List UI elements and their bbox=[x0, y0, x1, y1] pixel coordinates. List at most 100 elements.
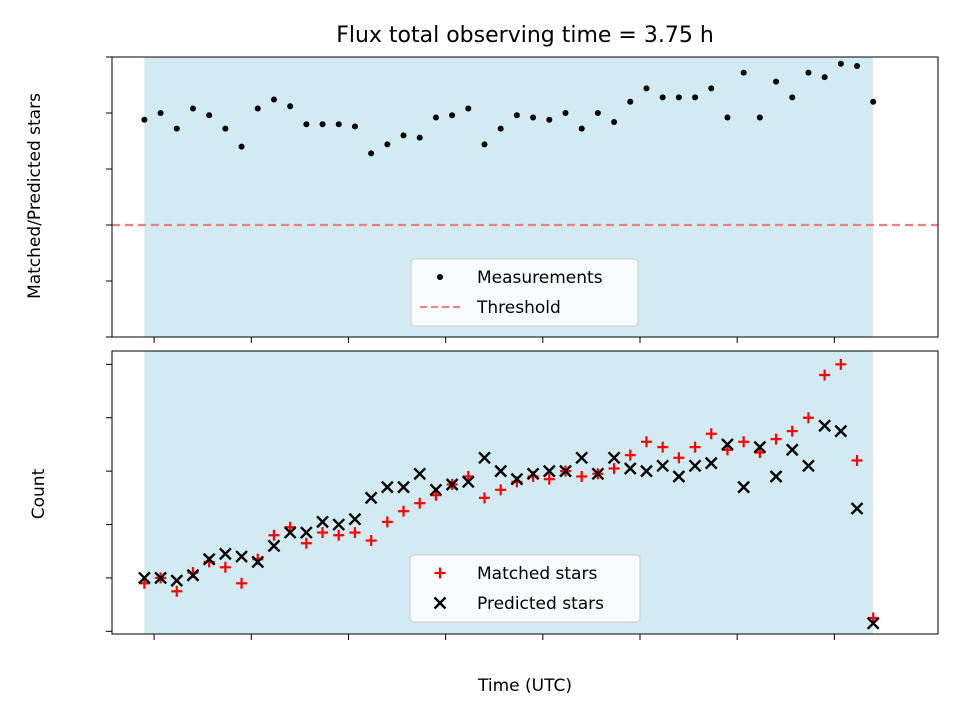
measurement-point bbox=[724, 114, 731, 121]
predicted-star-point bbox=[850, 502, 864, 515]
bottom-legend-box bbox=[409, 554, 641, 623]
predicted-star-point bbox=[688, 459, 702, 473]
measurement-point bbox=[157, 110, 164, 116]
matched-star-point bbox=[624, 449, 636, 461]
matched-star-point bbox=[835, 358, 847, 370]
predicted-star-point bbox=[186, 568, 200, 582]
predicted-star-point-b bbox=[672, 470, 686, 483]
predicted-star-point-b bbox=[753, 440, 767, 454]
measurement-point bbox=[692, 94, 699, 101]
measurement-point bbox=[530, 114, 537, 121]
predicted-star-point bbox=[834, 424, 848, 438]
top-y-axis-label: Matched/Predicted stars bbox=[25, 93, 45, 299]
legend-cross-b bbox=[433, 596, 447, 610]
matched-star-point bbox=[333, 529, 345, 541]
legend-label-threshold: Threshold bbox=[476, 298, 561, 318]
measurement-point bbox=[578, 125, 585, 132]
predicted-star-point-b bbox=[219, 547, 232, 561]
measurement-point bbox=[319, 121, 326, 128]
measurement-point bbox=[206, 112, 213, 119]
predicted-star-point bbox=[607, 451, 621, 465]
matched-star-point bbox=[786, 425, 798, 437]
predicted-star-point bbox=[526, 467, 540, 481]
predicted-star-point bbox=[672, 470, 686, 483]
measurement-point bbox=[497, 125, 504, 132]
predicted-star-point bbox=[348, 512, 362, 526]
predicted-star-point-b bbox=[737, 480, 750, 494]
measurement-point bbox=[368, 150, 375, 157]
predicted-star-point-b bbox=[364, 491, 378, 505]
predicted-star-point-b bbox=[623, 462, 637, 475]
predicted-star-point-b bbox=[559, 464, 572, 478]
bottom-plot-frame bbox=[111, 350, 939, 635]
predicted-star-point-b bbox=[866, 616, 880, 630]
predicted-star-point-b bbox=[186, 568, 200, 582]
measurement-point bbox=[141, 116, 148, 123]
predicted-star-point-b bbox=[818, 419, 831, 433]
matched-star-point bbox=[673, 452, 685, 464]
measurement-point bbox=[465, 105, 472, 112]
predicted-star-point bbox=[478, 451, 491, 465]
predicted-star-point bbox=[866, 616, 880, 630]
matched-star-point bbox=[171, 585, 183, 597]
matched-star-point bbox=[576, 470, 588, 482]
measurement-point bbox=[675, 94, 682, 101]
predicted-star-point bbox=[785, 443, 799, 457]
predicted-star-point bbox=[170, 574, 184, 587]
measurement-point bbox=[546, 116, 553, 123]
measurement-point bbox=[562, 110, 569, 116]
predicted-star-point bbox=[575, 451, 589, 465]
predicted-star-point-b bbox=[413, 467, 427, 481]
matched-star-point bbox=[398, 505, 410, 517]
legend-plus bbox=[434, 567, 446, 579]
predicted-star-point-b bbox=[283, 526, 297, 539]
measurement-point bbox=[837, 60, 844, 67]
predicted-star-point bbox=[542, 464, 556, 478]
predicted-star-point-b bbox=[769, 470, 783, 483]
matched-star-point bbox=[349, 527, 361, 539]
predicted-star-point-b bbox=[785, 443, 799, 457]
measurement-point bbox=[384, 141, 391, 148]
matched-star-point bbox=[317, 527, 329, 539]
predicted-star-point bbox=[818, 419, 831, 433]
measurement-point bbox=[238, 143, 245, 150]
matched-star-point bbox=[608, 462, 620, 474]
matched-star-point bbox=[819, 369, 831, 381]
matched-star-point bbox=[300, 537, 312, 549]
matched-star-point bbox=[851, 454, 863, 466]
legend-label-measurements: Measurements bbox=[477, 268, 603, 288]
matched-star-point bbox=[543, 473, 555, 485]
top-legend: Measurements Threshold bbox=[410, 258, 639, 327]
predicted-star-point bbox=[429, 483, 443, 497]
predicted-star-point bbox=[138, 571, 151, 585]
predicted-star-point-b bbox=[850, 502, 864, 515]
predicted-star-point bbox=[769, 470, 783, 483]
predicted-star-point bbox=[640, 464, 653, 478]
measurement-point bbox=[400, 132, 407, 139]
predicted-star-point-b bbox=[591, 467, 605, 481]
predicted-star-point bbox=[283, 526, 297, 539]
top-plot-frame bbox=[111, 56, 939, 338]
predicted-star-point bbox=[397, 480, 410, 494]
bottom-plot bbox=[106, 350, 939, 640]
predicted-star-point-b bbox=[510, 472, 524, 486]
predicted-star-point-b bbox=[526, 467, 540, 481]
predicted-star-point-b bbox=[834, 424, 848, 438]
legend-marker-measurements bbox=[437, 274, 443, 280]
x-axis-label: Time (UTC) bbox=[477, 676, 572, 696]
predicted-star-point-b bbox=[251, 555, 265, 569]
predicted-star-point bbox=[445, 478, 459, 491]
predicted-star-point bbox=[202, 552, 216, 566]
predicted-star-point-b bbox=[542, 464, 556, 478]
predicted-star-point-b bbox=[575, 451, 589, 465]
predicted-star-point bbox=[332, 518, 346, 531]
measurement-point bbox=[627, 98, 634, 105]
measurement-point bbox=[351, 123, 358, 130]
predicted-star-point-b bbox=[640, 464, 653, 478]
predicted-star-point bbox=[316, 515, 329, 529]
legend-label-predicted: Predicted stars bbox=[477, 594, 604, 614]
predicted-star-point bbox=[737, 480, 750, 494]
measurement-point bbox=[708, 85, 715, 92]
top-legend-box bbox=[410, 258, 639, 327]
measurement-point bbox=[432, 114, 439, 121]
